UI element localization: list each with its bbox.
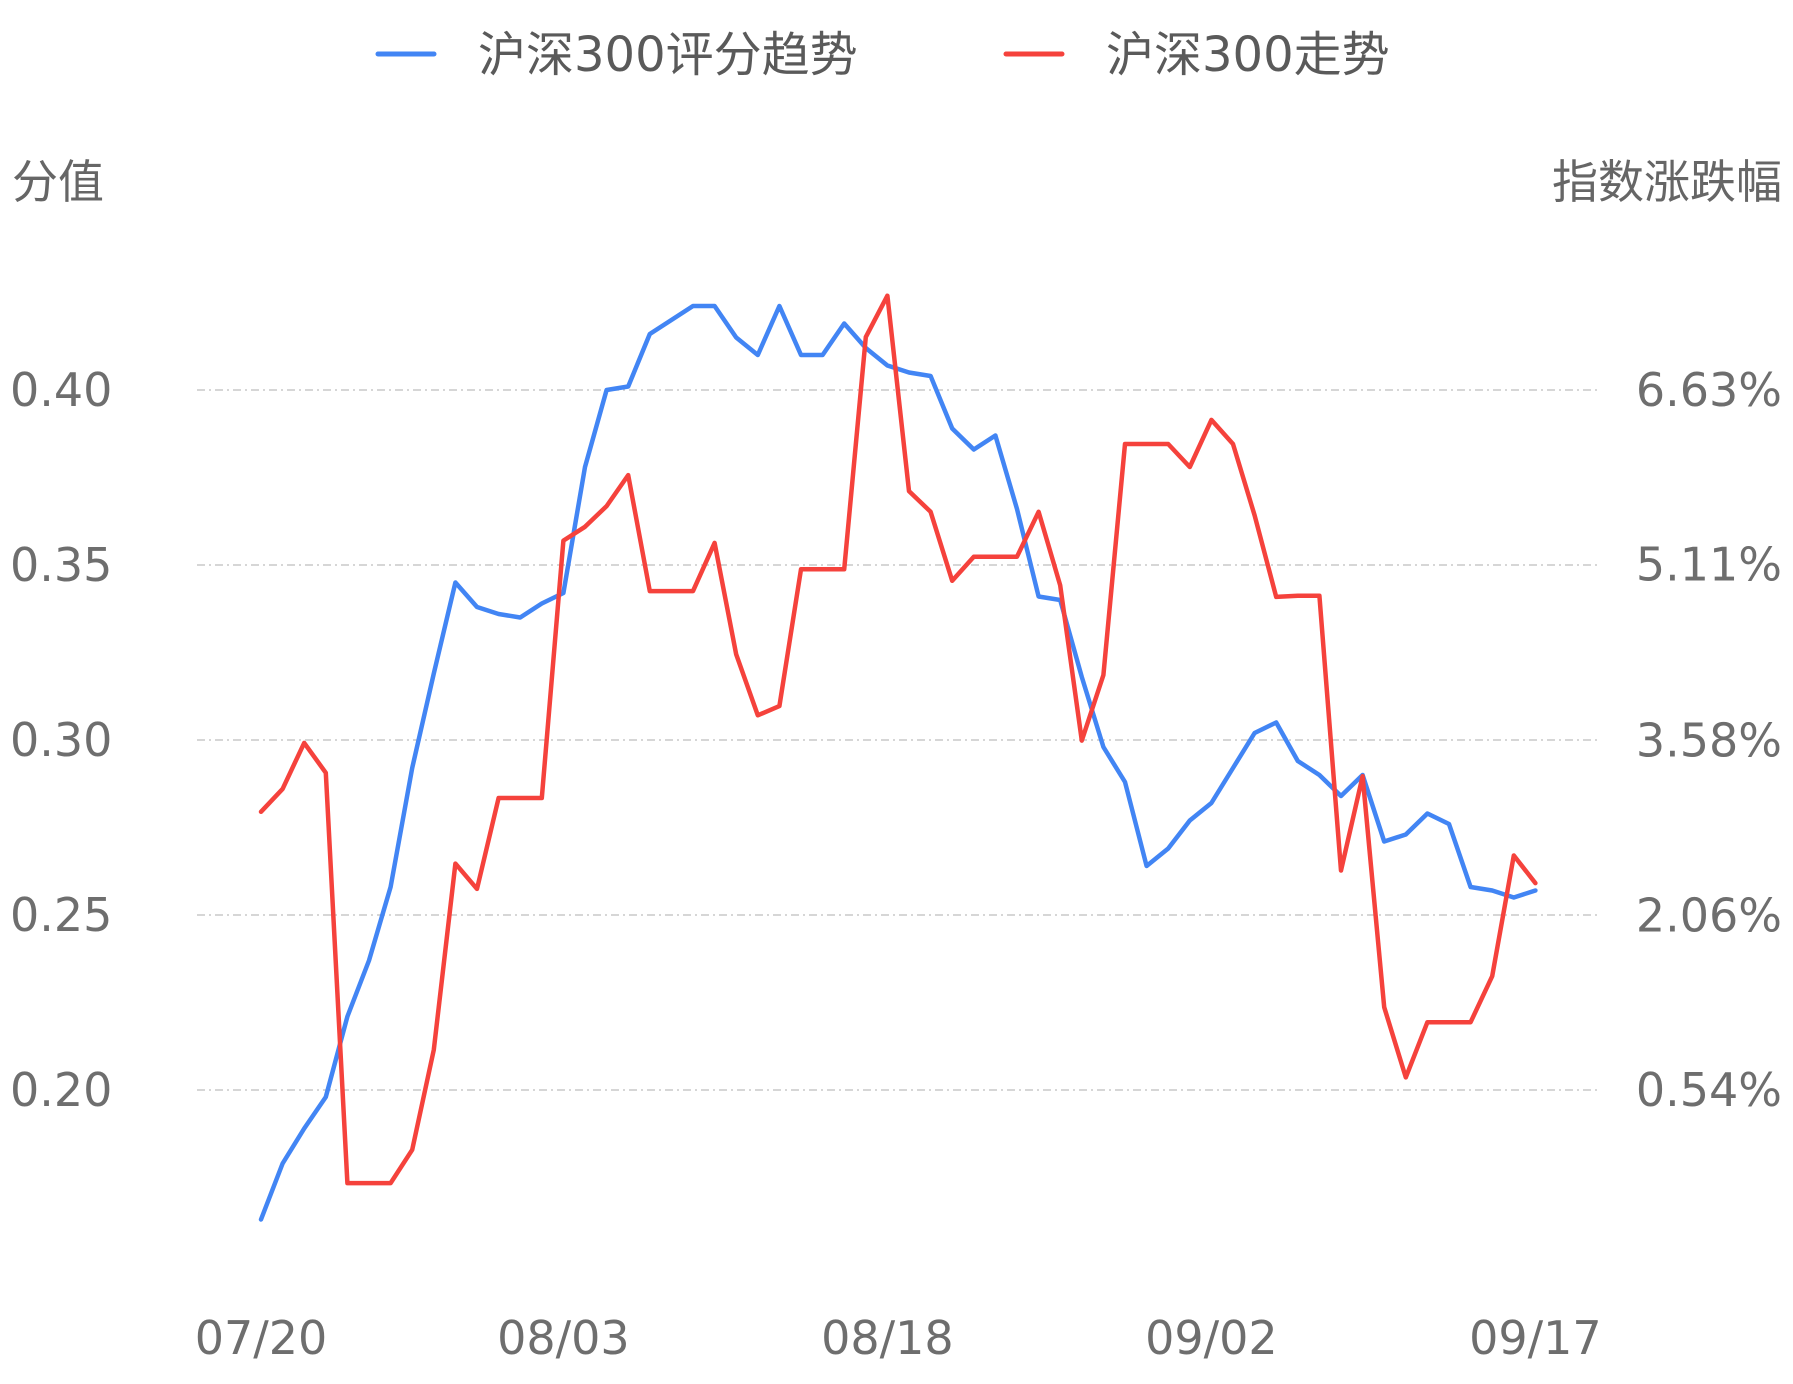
y-right-tick-label: 0.54% xyxy=(1636,1063,1782,1117)
legend-label-1: 沪深300评分趋势 xyxy=(478,27,858,83)
grid-lines xyxy=(197,389,1597,1091)
legend-label-2: 沪深300走势 xyxy=(1106,27,1390,83)
x-tick-label: 08/03 xyxy=(497,1311,630,1365)
x-tick-label: 09/02 xyxy=(1145,1311,1278,1365)
series-line-1 xyxy=(258,303,1538,1222)
y-left-tick-label: 0.40 xyxy=(10,363,112,417)
x-tick-label: 07/20 xyxy=(195,1311,328,1365)
y-right-tick-label: 3.58% xyxy=(1636,714,1782,768)
y-left-tick-label: 0.25 xyxy=(10,888,112,942)
y-left-tick-label: 0.35 xyxy=(10,538,112,592)
x-tick-label: 09/17 xyxy=(1469,1311,1602,1365)
y-right-axis-label: 指数涨跌幅 xyxy=(1552,155,1782,209)
axis-labels: 分值 指数涨跌幅 0.20 0.25 0.30 0.35 0.40 0.54% 2.06% 3… xyxy=(10,155,1782,1365)
series-lines xyxy=(258,293,1538,1222)
legend: 沪深300评分趋势 沪深300走势 xyxy=(375,27,1390,83)
y-left-tick-label: 0.30 xyxy=(10,713,112,767)
y-right-tick-label: 6.63% xyxy=(1636,363,1782,417)
y-left-tick-label: 0.20 xyxy=(10,1063,112,1117)
series-line-2 xyxy=(258,293,1538,1186)
x-tick-label: 08/18 xyxy=(821,1311,954,1365)
y-right-tick-label: 5.11% xyxy=(1636,538,1782,592)
y-left-axis-label: 分值 xyxy=(12,155,104,209)
y-right-tick-label: 2.06% xyxy=(1636,888,1782,942)
